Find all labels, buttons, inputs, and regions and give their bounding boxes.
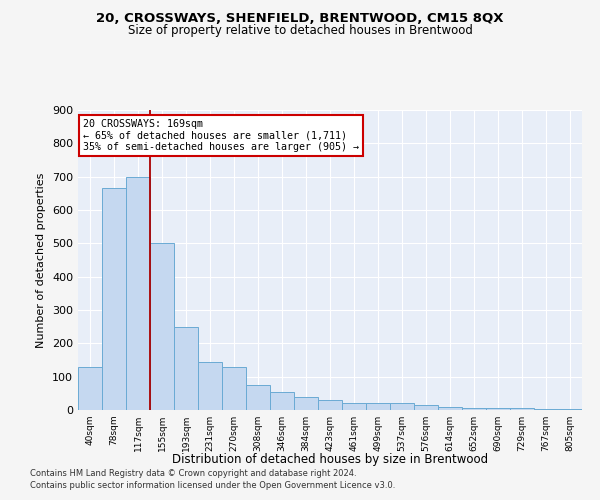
Bar <box>414 405 438 410</box>
Bar <box>486 408 510 410</box>
Text: Contains public sector information licensed under the Open Government Licence v3: Contains public sector information licen… <box>30 481 395 490</box>
Bar <box>462 408 486 410</box>
Bar <box>534 409 558 410</box>
Bar <box>246 385 270 410</box>
Bar <box>126 176 150 410</box>
Text: Size of property relative to detached houses in Brentwood: Size of property relative to detached ho… <box>128 24 472 37</box>
Bar <box>150 244 174 410</box>
Bar <box>342 404 366 410</box>
Text: Contains HM Land Registry data © Crown copyright and database right 2024.: Contains HM Land Registry data © Crown c… <box>30 468 356 477</box>
Bar <box>102 188 126 410</box>
Bar <box>390 404 414 410</box>
Text: 20, CROSSWAYS, SHENFIELD, BRENTWOOD, CM15 8QX: 20, CROSSWAYS, SHENFIELD, BRENTWOOD, CM1… <box>96 12 504 26</box>
Bar <box>222 366 246 410</box>
Bar <box>78 366 102 410</box>
Bar <box>438 406 462 410</box>
Bar <box>366 404 390 410</box>
Text: Distribution of detached houses by size in Brentwood: Distribution of detached houses by size … <box>172 452 488 466</box>
Bar <box>174 326 198 410</box>
Y-axis label: Number of detached properties: Number of detached properties <box>37 172 46 348</box>
Bar <box>270 392 294 410</box>
Text: 20 CROSSWAYS: 169sqm
← 65% of detached houses are smaller (1,711)
35% of semi-de: 20 CROSSWAYS: 169sqm ← 65% of detached h… <box>83 119 359 152</box>
Bar <box>510 408 534 410</box>
Bar <box>318 400 342 410</box>
Bar <box>198 362 222 410</box>
Bar <box>294 396 318 410</box>
